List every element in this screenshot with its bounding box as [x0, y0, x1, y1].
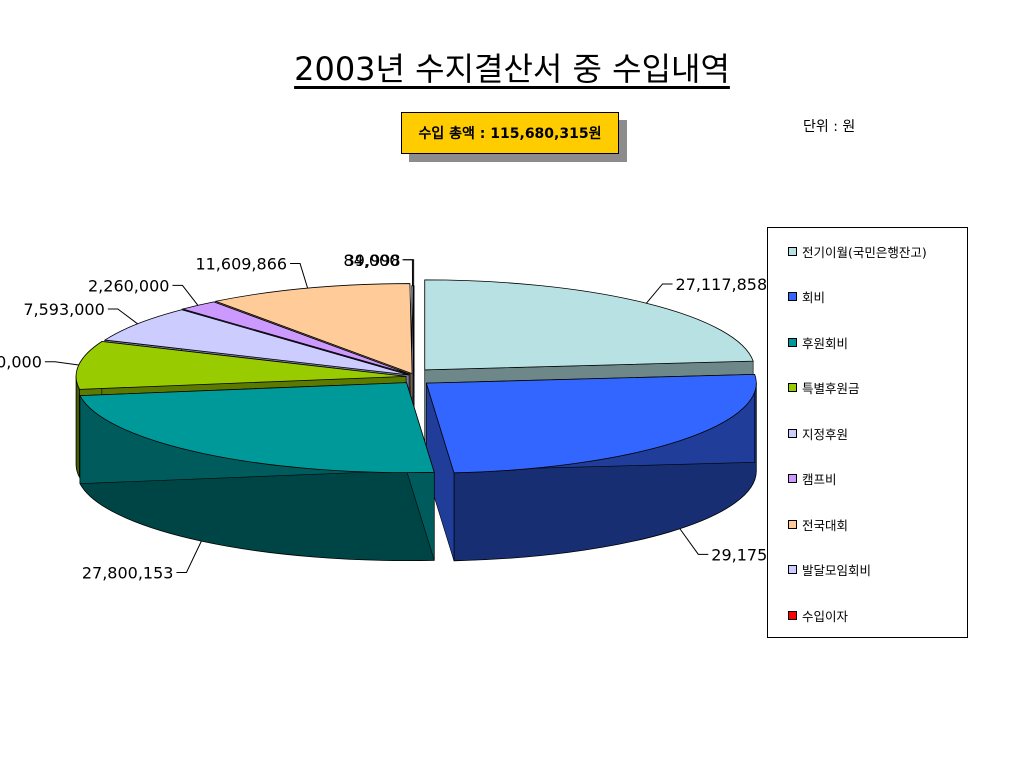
unit-label: 단위 : 원	[803, 119, 856, 135]
legend-swatch	[788, 428, 797, 438]
legend-swatch	[788, 474, 797, 483]
leader-line-1	[679, 528, 709, 555]
legend-swatch	[788, 246, 797, 256]
data-label-7: 84,000	[343, 251, 399, 270]
chart-title: 2003년 수지결산서 중 수입내역	[294, 50, 730, 88]
pie-slice-1	[425, 373, 757, 474]
pie-slice-4	[103, 309, 410, 376]
total-income-box: 수입 총액 : 115,680,315원	[401, 112, 619, 154]
legend-label: 회비	[802, 290, 826, 305]
leader-line-6	[290, 263, 309, 289]
leader-line-8	[403, 259, 415, 286]
legend-label: 수입이자	[802, 608, 849, 624]
legend-label: 캠프비	[802, 472, 837, 487]
legend-label: 발달모임회비	[802, 563, 872, 578]
legend-label: 지정후원	[802, 426, 849, 442]
leader-line-0	[646, 283, 673, 304]
legend-item: 지정후원	[788, 425, 849, 442]
legend-item: 회비	[788, 289, 825, 305]
legend-item: 후원회비	[788, 334, 849, 351]
legend-item: 발달모임회비	[788, 562, 871, 578]
legend-item: 수입이자	[788, 607, 849, 624]
legend-label: 전기이월(국민은행잔고)	[802, 244, 927, 260]
leader-line-5	[172, 284, 199, 306]
legend-swatch	[788, 383, 797, 392]
legend-item: 전국대회	[788, 516, 849, 533]
slice-side-wall	[75, 376, 80, 478]
leader-line-3	[44, 361, 79, 366]
legend-swatch	[788, 292, 797, 301]
legend-swatch	[788, 610, 797, 620]
data-label-6: 11,609,866	[195, 255, 287, 274]
legend-item: 캠프비	[788, 471, 837, 487]
legend-swatch	[788, 337, 797, 347]
pie-slice-2	[79, 382, 435, 474]
pie-slice-3	[75, 341, 407, 390]
data-label-8: 39,998	[345, 251, 401, 270]
data-label-3: 10,000,000	[0, 353, 42, 372]
data-label-0: 27,117,858	[676, 275, 768, 294]
legend-item: 특별후원금	[788, 380, 860, 396]
legend-item: 전기이월(국민은행잔고)	[788, 243, 927, 260]
legend-label: 후원회비	[802, 335, 849, 351]
legend-swatch	[788, 519, 797, 529]
leader-line-2	[176, 540, 202, 573]
legend-label: 특별후원금	[802, 381, 860, 396]
leader-line-4	[107, 308, 138, 325]
data-labels: 27,117,85829,175,44027,800,15310,000,000…	[0, 251, 803, 583]
leader-line-7	[402, 259, 414, 286]
data-label-2: 27,800,153	[82, 563, 174, 582]
legend-label: 전국대회	[802, 517, 849, 533]
legend-swatch	[788, 565, 797, 574]
data-label-5: 2,260,000	[88, 276, 169, 295]
pie-slice-0	[424, 279, 754, 371]
data-label-4: 7,593,000	[23, 300, 104, 319]
pie-slices	[75, 279, 757, 474]
